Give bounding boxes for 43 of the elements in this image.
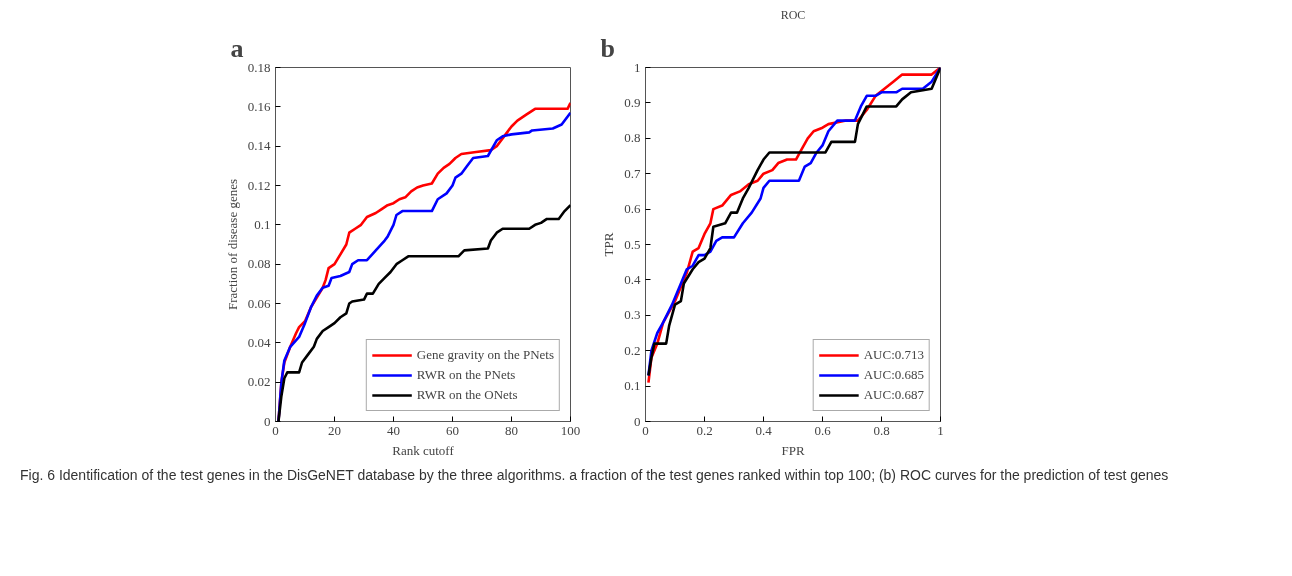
- y-tick-label: 1: [634, 59, 641, 75]
- y-tick-label: 0.7: [624, 165, 641, 181]
- x-tick-label: 0.6: [814, 422, 832, 438]
- y-tick-label: 0.4: [624, 271, 641, 287]
- y-tick-label: 0.2: [624, 342, 641, 358]
- x-tick-label: 60: [446, 422, 459, 438]
- legend-label: AUC:0.685: [863, 367, 924, 383]
- x-tick-label: 100: [560, 422, 581, 438]
- legend-label: AUC:0.713: [863, 347, 924, 363]
- x-tick-label: 20: [328, 422, 341, 438]
- chart-title: ROC: [780, 7, 806, 22]
- y-tick-label: 0.12: [247, 177, 271, 193]
- y-tick-label: 0.6: [624, 201, 641, 217]
- text: b: [600, 33, 615, 63]
- x-tick-label: 40: [387, 422, 400, 438]
- y-tick-label: 0.8: [624, 130, 641, 146]
- y-tick-label: 0.04: [247, 334, 271, 350]
- text: a: [230, 33, 244, 63]
- y-tick-label: 0.16: [247, 98, 271, 114]
- legend-label: RWR on the PNets: [416, 367, 516, 383]
- x-axis-title: FPR: [781, 442, 805, 458]
- x-tick-label: 1: [937, 422, 944, 438]
- x-tick-label: 0.8: [873, 422, 890, 438]
- y-tick-label: 0.3: [624, 307, 641, 323]
- legend-label: Gene gravity on the PNets: [416, 347, 554, 363]
- y-tick-label: 0.1: [624, 378, 641, 394]
- x-axis-title: Rank cutoff: [392, 442, 455, 458]
- y-axis-title: TPR: [601, 232, 617, 257]
- y-tick-label: 0.02: [247, 374, 271, 390]
- y-tick-label: 0.06: [247, 295, 271, 311]
- y-axis-title: Fraction of disease genes: [224, 178, 240, 311]
- x-tick-label: 0.2: [696, 422, 713, 438]
- x-tick-label: 80: [505, 422, 518, 438]
- caption: Fig. 6 Identification of the test genes in the DisGeNET database by the three algorithms. a fraction of the test genes ranked within top 100; (b) ROC curves for the prediction of test genes: [20, 466, 1169, 485]
- x-tick-label: 0.4: [755, 422, 773, 438]
- y-tick-label: 0.14: [247, 138, 271, 154]
- y-tick-label: 0.18: [247, 59, 271, 75]
- y-tick-label: 0.1: [254, 216, 271, 232]
- legend-label: AUC:0.687: [863, 387, 924, 403]
- y-tick-label: 0.08: [247, 256, 271, 272]
- y-tick-label: 0.5: [624, 236, 641, 252]
- y-tick-label: 0.9: [624, 94, 641, 110]
- legend-label: RWR on the ONets: [416, 387, 518, 403]
